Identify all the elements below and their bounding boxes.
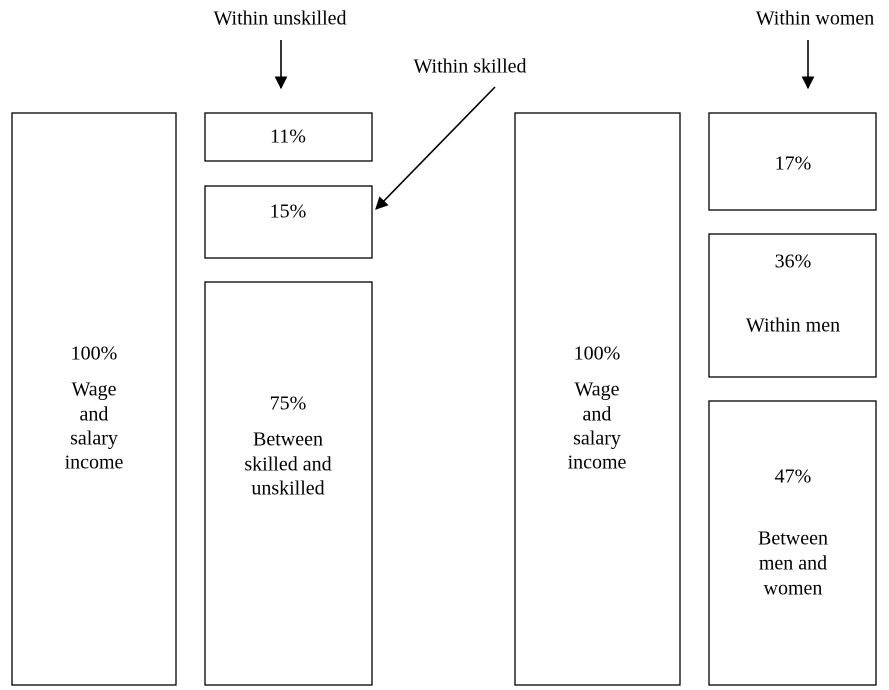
box-text: salary [70, 428, 118, 450]
arrow [375, 86, 496, 210]
box-text: Within men [746, 315, 840, 337]
box-text: 11% [270, 126, 306, 148]
box-text: 100% [71, 343, 118, 365]
box-text: 47% [775, 466, 812, 488]
box-text: men and [759, 553, 827, 575]
box-text: Wage [71, 379, 116, 401]
box [204, 185, 373, 259]
box [708, 400, 877, 686]
box-text: 100% [574, 343, 621, 365]
label: Within women [756, 8, 875, 30]
box [514, 112, 681, 686]
box [708, 233, 877, 378]
box-text: income [568, 452, 627, 474]
box-text: salary [573, 428, 621, 450]
box-text: and [80, 404, 109, 426]
box-text: Between [253, 429, 323, 451]
box-text: 75% [270, 393, 307, 415]
box-text: 36% [775, 251, 812, 273]
label: Within skilled [413, 56, 526, 78]
box [204, 281, 373, 686]
label: Within unskilled [213, 8, 346, 30]
box-text: unskilled [251, 478, 324, 500]
box-text: skilled and [244, 454, 331, 476]
boxes [11, 112, 877, 686]
box-text: 15% [270, 201, 307, 223]
box [204, 112, 373, 162]
box-text: and [583, 404, 612, 426]
box-text: women [764, 578, 823, 600]
box-text: Wage [574, 379, 619, 401]
box-text: income [65, 452, 124, 474]
box-text: 17% [775, 153, 812, 175]
box [11, 112, 177, 686]
arrows [274, 40, 815, 210]
box [708, 112, 877, 211]
box-text: Between [758, 528, 828, 550]
